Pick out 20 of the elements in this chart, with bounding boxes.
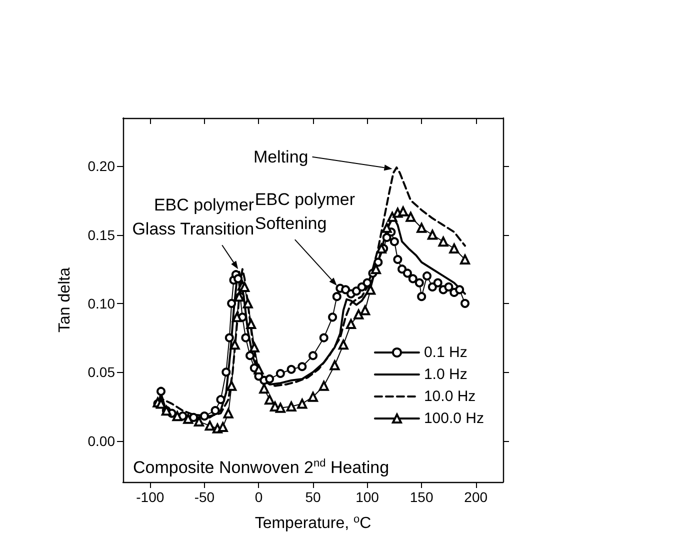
legend-label: 10.0 Hz [424, 388, 476, 405]
x-tick-label: 50 [305, 489, 321, 505]
x-tick-label: 0 [254, 489, 263, 505]
y-tick-label: 0.10 [88, 295, 116, 312]
legend-label: 0.1 Hz [424, 344, 468, 361]
x-tick-label: 150 [410, 489, 434, 505]
y-tick-label: 0.05 [88, 364, 116, 380]
y-tick-label: 0.00 [88, 432, 116, 449]
y-tick-label: 0.20 [88, 158, 116, 174]
legend-label: 1.0 Hz [424, 366, 468, 383]
annotation: EBC polymer Softening [254, 190, 356, 234]
annotation: Melting [253, 147, 308, 166]
y-axis-title: Tan delta [56, 267, 74, 332]
x-tick-label: -50 [194, 489, 215, 505]
legend-label: 100.0 Hz [424, 410, 484, 427]
annotation: EBC polymer Glass Transition [132, 196, 254, 239]
x-tick-label: 100 [356, 489, 380, 505]
x-tick-label: 200 [464, 489, 488, 505]
y-tick-label: 0.15 [88, 226, 116, 243]
x-tick-label: -100 [136, 489, 164, 505]
